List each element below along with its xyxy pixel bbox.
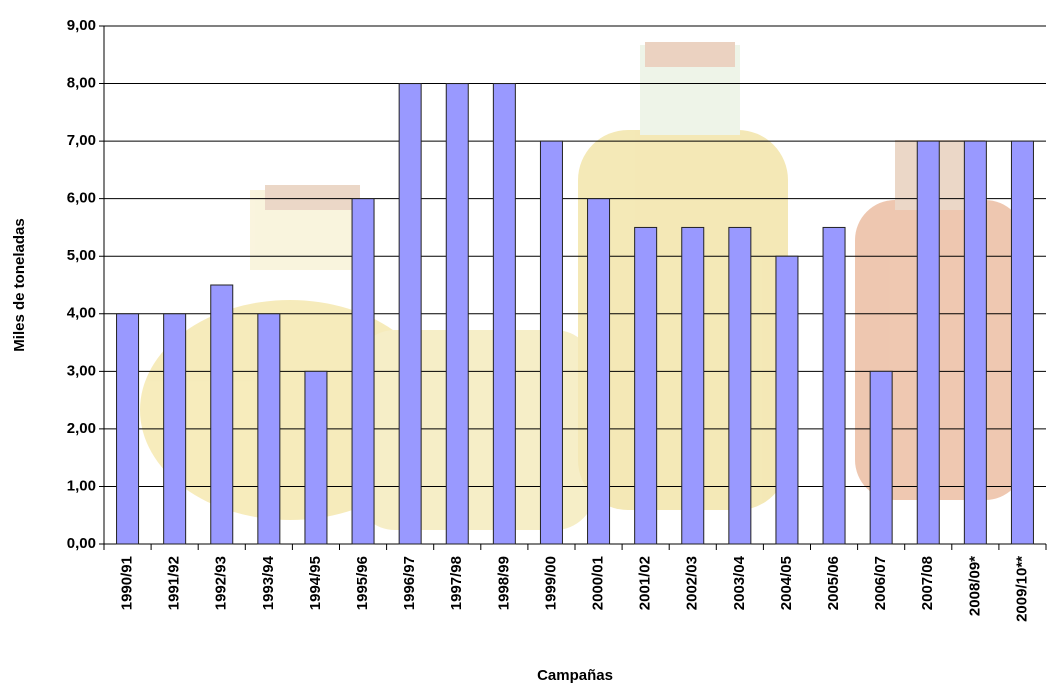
bar	[775, 255, 799, 545]
bar	[822, 226, 846, 545]
x-tick-label: 1993/94	[260, 555, 277, 610]
x-tick-label: 2000/01	[590, 556, 607, 610]
bar	[634, 226, 658, 545]
y-tick-label: 2,00	[67, 420, 96, 437]
x-tick-label: 1991/92	[166, 556, 183, 610]
x-tick-label: 1997/98	[448, 556, 465, 610]
x-tick-label: 2001/02	[637, 556, 654, 610]
bar	[539, 140, 563, 545]
x-tick-label: 1995/96	[354, 556, 371, 610]
y-tick-label: 8,00	[67, 75, 96, 92]
x-tick-label: 2007/08	[919, 556, 936, 610]
bar	[1010, 140, 1034, 545]
y-tick-label: 4,00	[67, 305, 96, 322]
x-tick-label: 1999/00	[542, 556, 559, 610]
bar	[681, 226, 705, 545]
x-tick-label: 2004/05	[778, 556, 795, 610]
x-tick-label: 1996/97	[401, 556, 418, 610]
x-tick-label: 2002/03	[684, 556, 701, 610]
x-tick-label: 2008/09*	[966, 556, 983, 616]
bar	[963, 140, 987, 545]
y-tick-label: 1,00	[67, 477, 96, 494]
bar	[728, 226, 752, 545]
x-tick-label: 2005/06	[825, 556, 842, 610]
bar	[257, 313, 281, 545]
y-tick-label: 3,00	[67, 362, 96, 379]
bar	[445, 83, 469, 545]
bar	[916, 140, 940, 545]
y-tick-label: 5,00	[67, 247, 96, 264]
bar	[116, 313, 140, 545]
bar	[398, 83, 422, 545]
y-tick-label: 6,00	[67, 190, 96, 207]
x-tick-label: 2003/04	[731, 555, 748, 610]
x-tick-label: 1992/93	[213, 556, 230, 610]
y-tick-label: 9,00	[67, 17, 96, 34]
y-tick-label: 7,00	[67, 132, 96, 149]
bar	[587, 198, 611, 545]
bar	[492, 83, 516, 545]
bar	[869, 370, 893, 545]
x-tick-label: 2006/07	[872, 556, 889, 610]
x-tick-label: 1994/95	[307, 556, 324, 610]
bar	[351, 198, 375, 545]
x-tick-label: 2009/10**	[1013, 556, 1030, 622]
bar	[210, 284, 234, 545]
x-axis-title: Campañas	[537, 667, 613, 684]
y-tick-label: 0,00	[67, 535, 96, 552]
bar	[304, 370, 328, 545]
x-tick-label: 1998/99	[495, 556, 512, 610]
y-axis-title: Miles de toneladas	[11, 218, 28, 351]
x-tick-label: 1990/91	[119, 556, 136, 610]
bar	[163, 313, 187, 545]
